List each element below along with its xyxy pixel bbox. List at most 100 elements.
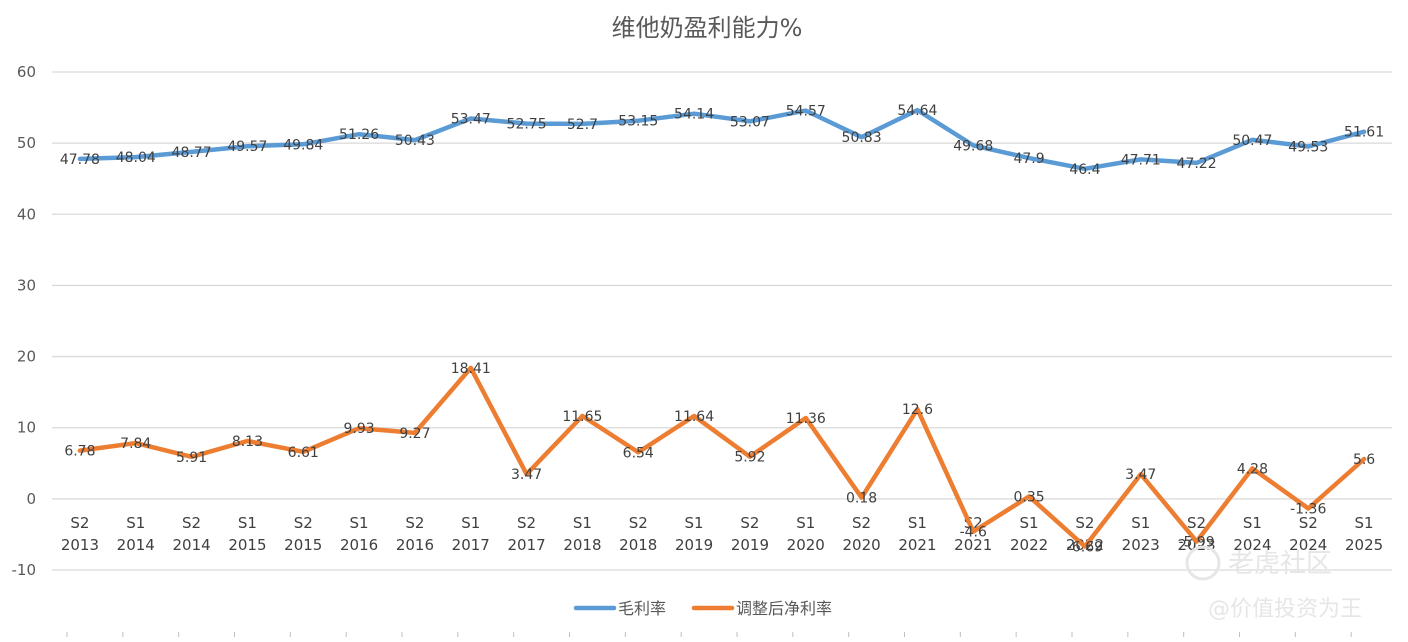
data-labels: 47.78 48.04 48.77 49.57 49.84 51.26 50.43 53.47… (60, 103, 1384, 555)
x-tick-label-half: S2 (405, 514, 424, 532)
data-label: 11.65 (562, 409, 602, 425)
data-label: 48.04 (116, 150, 156, 166)
x-tick-label-half: S1 (350, 514, 369, 532)
data-label: 47.22 (1177, 156, 1217, 172)
x-tick-label-half: S2 (517, 514, 536, 532)
data-label: 11.36 (786, 411, 826, 427)
y-tick-label: 0 (26, 490, 36, 508)
data-label: 49.84 (283, 137, 323, 153)
x-tick-label-year: 2016 (396, 536, 434, 554)
x-tick-label-half: S1 (126, 514, 145, 532)
data-label: 47.9 (1013, 151, 1044, 167)
watermark-handle: @价值投资为王 (1208, 597, 1362, 622)
data-label: 9.93 (343, 421, 374, 437)
data-label: 18.41 (451, 361, 491, 377)
x-tick-label-year: 2016 (340, 536, 378, 554)
x-tick-label-year: 2023 (1122, 536, 1160, 554)
x-tick-label-half: S2 (294, 514, 313, 532)
x-tick-label-year: 2017 (507, 536, 545, 554)
data-label: 5.92 (734, 450, 765, 466)
x-tick-label-year: 2019 (675, 536, 713, 554)
data-label: 53.15 (618, 114, 658, 130)
watermark-brand: 老虎社区 (1228, 549, 1332, 579)
x-tick-label-year: 2017 (452, 536, 490, 554)
data-label: 5.6 (1353, 452, 1375, 468)
y-tick-label: 60 (17, 63, 36, 81)
x-tick-label-year: 2015 (228, 536, 266, 554)
data-label: 0.18 (846, 491, 877, 507)
data-label: 50.83 (842, 130, 882, 146)
x-tick-label-year: 2022 (1010, 536, 1048, 554)
x-tick-label-half: S2 (629, 514, 648, 532)
legend-label-1: 毛利率 (618, 599, 666, 618)
legend: 毛利率 调整后净利率 (573, 599, 832, 618)
x-tick-label-year: 2014 (172, 536, 210, 554)
data-label: 6.78 (64, 444, 95, 460)
x-tick-label-year: 2015 (284, 536, 322, 554)
x-tick-label-half: S2 (1075, 514, 1094, 532)
data-label: 49.53 (1288, 139, 1328, 155)
data-label: 9.27 (399, 426, 430, 442)
data-label: 54.14 (674, 107, 714, 123)
data-label: 4.28 (1237, 461, 1268, 477)
data-label: -6.69 (1067, 539, 1103, 555)
data-label: -4.6 (960, 525, 987, 541)
x-tick-label-half: S1 (573, 514, 592, 532)
data-label: 12.6 (902, 402, 933, 418)
data-label: 54.64 (897, 103, 937, 119)
x-tick-label-year: 2024 (1233, 536, 1271, 554)
data-label: 47.78 (60, 152, 100, 168)
tiger-logo-icon (1185, 545, 1221, 581)
watermark: 老虎社区 @价值投资为王 (1185, 545, 1362, 622)
data-label: 53.07 (730, 114, 770, 130)
data-label: 50.47 (1232, 133, 1272, 149)
x-tick-label-year: 2018 (619, 536, 657, 554)
chart-title: 维他奶盈利能力% (612, 14, 803, 42)
data-label: 50.43 (395, 133, 435, 149)
x-tick-label-half: S2 (852, 514, 871, 532)
x-tick-label-year: 2020 (842, 536, 880, 554)
data-label: 54.57 (786, 104, 826, 120)
data-label: 7.84 (120, 436, 151, 452)
x-tick-label-half: S2 (182, 514, 201, 532)
x-tick-label-year: 2020 (787, 536, 825, 554)
data-label: 3.47 (511, 467, 542, 483)
x-tick-label-half: S1 (796, 514, 815, 532)
data-label: 5.91 (176, 450, 207, 466)
y-tick-label: 40 (17, 205, 36, 223)
x-tick-label-year: 2021 (954, 536, 992, 554)
data-label: 51.61 (1344, 125, 1384, 141)
data-label: 11.64 (674, 409, 714, 425)
y-tick-label: 20 (17, 348, 36, 366)
y-tick-label: -10 (12, 561, 37, 579)
y-axis-ticks: -10 0 10 20 30 40 50 60 (12, 63, 37, 579)
x-tick-label-half: S1 (1243, 514, 1262, 532)
data-label: 46.4 (1069, 162, 1100, 178)
series-line-1 (77, 107, 1367, 172)
x-tick-label-half: S1 (685, 514, 704, 532)
x-axis-ticks: S2 2013 S1 2014 S2 2014 S1 2015 S2 2015 S1 2016 S2 20… (61, 514, 1383, 637)
x-tick-label-year: 2014 (117, 536, 155, 554)
x-tick-label-half: S1 (238, 514, 257, 532)
data-label: 52.75 (507, 117, 547, 133)
x-tick-label-half: S2 (740, 514, 759, 532)
x-tick-label-half: S1 (1355, 514, 1374, 532)
data-label: 48.77 (172, 145, 212, 161)
series-line-2 (77, 365, 1367, 549)
data-label: 49.57 (227, 139, 267, 155)
x-tick-label-half: S1 (1131, 514, 1150, 532)
data-label: -1.36 (1290, 502, 1326, 518)
x-tick-label-half: S2 (1299, 514, 1318, 532)
data-label: 52.7 (567, 117, 598, 133)
x-tick-label-year: 2013 (61, 536, 99, 554)
data-label: 0.35 (1013, 489, 1044, 505)
data-label: 6.54 (623, 445, 654, 461)
x-tick-label-year: 2019 (731, 536, 769, 554)
x-tick-label-year: 2023 (1177, 536, 1215, 554)
x-tick-label-year: 2025 (1345, 536, 1383, 554)
data-label: 47.71 (1121, 152, 1161, 168)
x-tick-label-half: S1 (1020, 514, 1039, 532)
x-tick-label-year: 2024 (1289, 536, 1327, 554)
data-label: 49.68 (953, 138, 993, 154)
